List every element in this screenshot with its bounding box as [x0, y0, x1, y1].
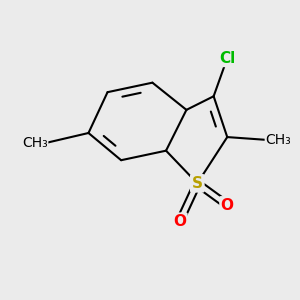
Text: O: O — [173, 214, 186, 229]
Text: CH₃: CH₃ — [22, 136, 48, 149]
Text: CH₃: CH₃ — [265, 133, 291, 147]
Text: S: S — [192, 176, 203, 191]
Text: Cl: Cl — [219, 51, 236, 66]
Text: O: O — [221, 198, 234, 213]
